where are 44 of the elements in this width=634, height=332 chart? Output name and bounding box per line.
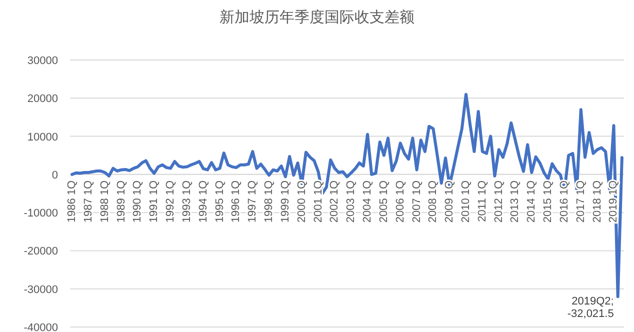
x-tick-label: 2012 1Q [492, 180, 505, 223]
x-tick-label: 1988 1Q [98, 180, 111, 223]
x-tick-label: 2004 1Q [362, 180, 374, 223]
x-tick-label: 2011 1Q [476, 180, 488, 222]
x-tick-label: 2018 1Q [591, 180, 604, 223]
x-tick-label: 2014 1Q [526, 180, 538, 223]
x-tick-label: 1987 1Q [82, 180, 94, 223]
x-tick-label: 2003 1Q [345, 180, 358, 223]
y-tick-label: -20000 [24, 246, 58, 258]
y-tick-label: -10000 [24, 208, 58, 220]
y-tick-label: 0 [52, 169, 58, 182]
x-tick-label: 1991 1Q [148, 180, 160, 223]
x-tick-label: 2010 1Q [460, 180, 472, 223]
x-tick-label: 1998 1Q [263, 180, 276, 223]
x-tick-label: 2002 1Q [328, 180, 341, 223]
x-tick-label: 1995 1Q [214, 180, 226, 223]
x-tick-label: 1994 1Q [197, 180, 210, 223]
data-label: 2019Q2; -32,021.5 [567, 296, 614, 320]
x-tick-label: 2000 1Q [296, 180, 308, 223]
y-tick-label: 10000 [27, 131, 58, 144]
y-tick-label: -30000 [24, 284, 58, 296]
x-tick-label: 1986 1Q [66, 180, 78, 223]
x-tick-label: 2008 1Q [427, 180, 440, 223]
y-tick-label: -40000 [24, 322, 58, 332]
x-tick-label: 1996 1Q [230, 180, 242, 223]
x-tick-label: 2006 1Q [394, 180, 406, 223]
x-tick-label: 2005 1Q [378, 180, 390, 223]
x-tick-label: 1997 1Q [246, 180, 259, 223]
x-tick-label: 2001 1Q [312, 180, 324, 223]
x-tick-label: 1999 1Q [279, 180, 292, 223]
x-tick-label: 1990 1Q [132, 180, 144, 223]
x-tick-label: 2013 1Q [509, 180, 522, 223]
x-tick-label: 1989 1Q [115, 180, 128, 223]
y-tick-label: 30000 [27, 55, 58, 67]
chart-title: 新加坡历年季度国际收支差额 [220, 9, 414, 26]
x-tick-label: 2017 1Q [574, 180, 587, 223]
x-tick-label: 2015 1Q [542, 180, 554, 223]
x-tick-label: 1992 1Q [164, 180, 177, 223]
x-tick-label: 1993 1Q [180, 180, 193, 223]
x-tick-label: 2009 1Q [444, 180, 456, 223]
y-tick-label: 20000 [27, 93, 58, 106]
x-tick-label: 2019 1Q [608, 180, 620, 223]
x-tick-label: 2016 1Q [558, 180, 570, 223]
x-tick-label: 2007 1Q [410, 180, 423, 223]
